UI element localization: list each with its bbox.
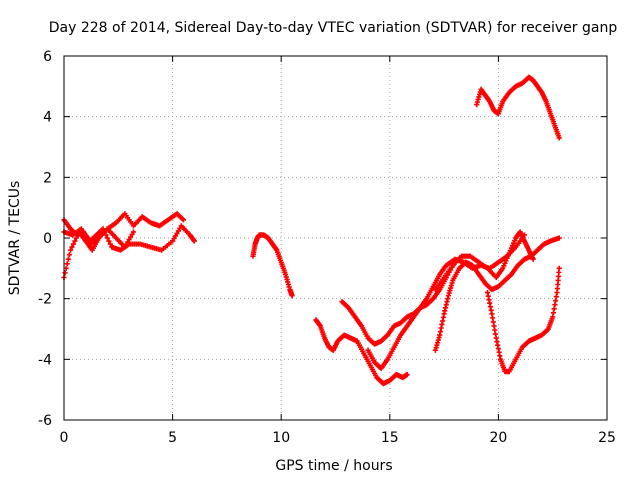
data-point bbox=[107, 241, 113, 247]
x-tick-label: 20 bbox=[489, 430, 507, 446]
data-point bbox=[65, 256, 71, 262]
data-point bbox=[100, 226, 106, 232]
data-point bbox=[66, 252, 73, 258]
series-track-5 bbox=[313, 317, 410, 387]
data-point bbox=[130, 229, 137, 235]
y-tick-label: 2 bbox=[43, 170, 52, 186]
series-track-3 bbox=[61, 226, 137, 250]
data-point bbox=[69, 244, 75, 250]
data-points bbox=[61, 74, 562, 387]
x-tick-label: 10 bbox=[272, 430, 290, 446]
series-track-9 bbox=[432, 229, 536, 293]
data-point bbox=[191, 238, 197, 244]
data-point bbox=[64, 261, 70, 267]
y-tick-labels: -6 -4 -2 0 2 4 6 bbox=[38, 49, 52, 429]
chart-title: Day 228 of 2014, Sidereal Day-to-day VTE… bbox=[49, 20, 618, 36]
axis-ticks bbox=[63, 55, 608, 421]
data-point bbox=[106, 238, 112, 244]
x-tick-label: 5 bbox=[168, 430, 177, 446]
data-point bbox=[530, 256, 536, 262]
y-tick-label: -2 bbox=[38, 292, 52, 308]
data-point bbox=[289, 293, 295, 299]
data-point bbox=[70, 241, 77, 247]
data-point bbox=[556, 135, 562, 141]
data-point bbox=[62, 270, 68, 276]
data-point bbox=[104, 235, 111, 241]
x-tick-label: 25 bbox=[598, 430, 616, 446]
y-tick-label: 4 bbox=[43, 110, 52, 126]
y-axis-label: SDTVAR / TECUs bbox=[7, 181, 23, 296]
x-tick-label: 0 bbox=[60, 430, 69, 446]
x-tick-labels: 0 5 10 15 20 25 bbox=[60, 430, 616, 446]
data-point bbox=[72, 238, 78, 244]
y-tick-label: -4 bbox=[38, 352, 52, 368]
y-tick-label: 0 bbox=[43, 231, 52, 247]
data-point bbox=[67, 247, 74, 253]
data-point bbox=[404, 371, 410, 378]
data-point bbox=[103, 232, 109, 238]
series-track-10 bbox=[484, 265, 562, 375]
data-point bbox=[556, 235, 562, 241]
y-tick-label: -6 bbox=[38, 413, 52, 429]
series-track-4 bbox=[250, 232, 295, 299]
series-track-8 bbox=[432, 235, 562, 353]
x-axis-label: GPS time / hours bbox=[275, 458, 392, 474]
data-point bbox=[556, 265, 562, 271]
series-track-11 bbox=[474, 74, 562, 141]
data-point bbox=[180, 217, 187, 223]
y-tick-label: 6 bbox=[43, 49, 52, 65]
x-tick-label: 15 bbox=[381, 430, 399, 446]
